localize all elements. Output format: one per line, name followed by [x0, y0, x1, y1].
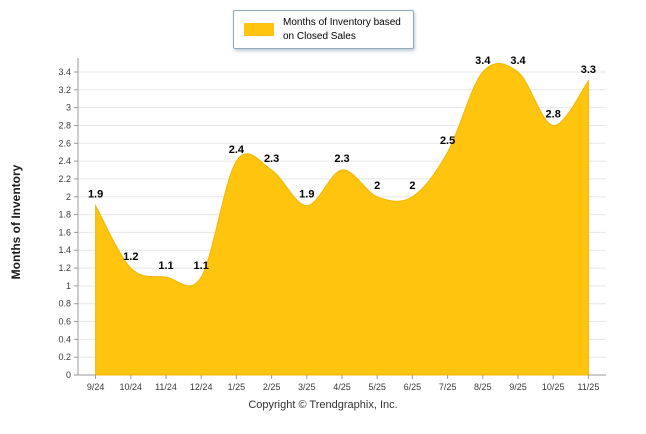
x-tick-label: 6/25 [404, 382, 422, 392]
y-tick-label: 1.6 [58, 227, 71, 237]
x-tick-label: 10/25 [542, 382, 565, 392]
legend-label-line2: on Closed Sales [283, 30, 356, 42]
y-tick-label: 2.6 [58, 138, 71, 148]
x-tick-label: 4/25 [333, 382, 351, 392]
y-tick-label: 3.4 [58, 67, 71, 77]
x-tick-label: 2/25 [263, 382, 281, 392]
y-tick-label: 0.6 [58, 317, 71, 327]
x-tick-label: 1/25 [228, 382, 246, 392]
copyright-text: Copyright © Trendgraphix, Inc. [248, 399, 398, 411]
x-tick-label: 12/24 [190, 382, 213, 392]
x-tick-label: 8/25 [474, 382, 492, 392]
data-label: 2 [409, 180, 415, 192]
x-tick-label: 7/25 [439, 382, 457, 392]
data-label: 1.9 [88, 189, 103, 201]
y-tick-label: 0.8 [58, 299, 71, 309]
y-tick-label: 1.8 [58, 210, 71, 220]
data-label: 3.4 [475, 55, 491, 67]
data-label: 2.3 [334, 153, 349, 165]
y-tick-label: 1.4 [58, 245, 71, 255]
y-tick-label: 0 [66, 370, 71, 380]
y-tick-label: 0.2 [58, 352, 71, 362]
y-tick-label: 1 [66, 281, 71, 291]
y-tick-label: 3 [66, 103, 71, 113]
data-label: 1.2 [123, 251, 138, 263]
x-tick-label: 11/24 [155, 382, 177, 392]
x-tick-label: 3/25 [298, 382, 316, 392]
x-tick-label: 9/25 [509, 382, 527, 392]
data-label: 1.1 [194, 260, 209, 272]
data-label: 3.3 [581, 64, 596, 76]
data-label: 1.9 [299, 189, 314, 201]
y-tick-label: 2.8 [58, 121, 71, 131]
y-tick-label: 2.4 [58, 156, 71, 166]
data-label: 2.4 [229, 144, 245, 156]
y-tick-label: 2 [66, 192, 71, 202]
data-label: 1.1 [158, 260, 173, 272]
x-tick-label: 5/25 [368, 382, 386, 392]
data-label: 3.4 [510, 55, 526, 67]
y-tick-label: 1.2 [58, 263, 71, 273]
data-label: 2.8 [546, 109, 561, 121]
legend-label: Months of Inventory based on Closed Sale… [283, 16, 401, 43]
data-label: 2 [374, 180, 380, 192]
x-tick-label: 10/24 [120, 382, 143, 392]
x-tick-label: 11/25 [577, 382, 599, 392]
legend-swatch-icon [244, 23, 274, 36]
data-label: 2.5 [440, 135, 455, 147]
legend: Months of Inventory based on Closed Sale… [233, 10, 414, 49]
x-tick-label: 9/24 [87, 382, 105, 392]
legend-label-line1: Months of Inventory based [283, 17, 401, 28]
y-tick-label: 3.2 [58, 85, 71, 95]
data-label: 2.3 [264, 153, 279, 165]
y-tick-label: 0.4 [58, 334, 71, 344]
inventory-area [95, 63, 589, 376]
y-tick-label: 2.2 [58, 174, 71, 184]
